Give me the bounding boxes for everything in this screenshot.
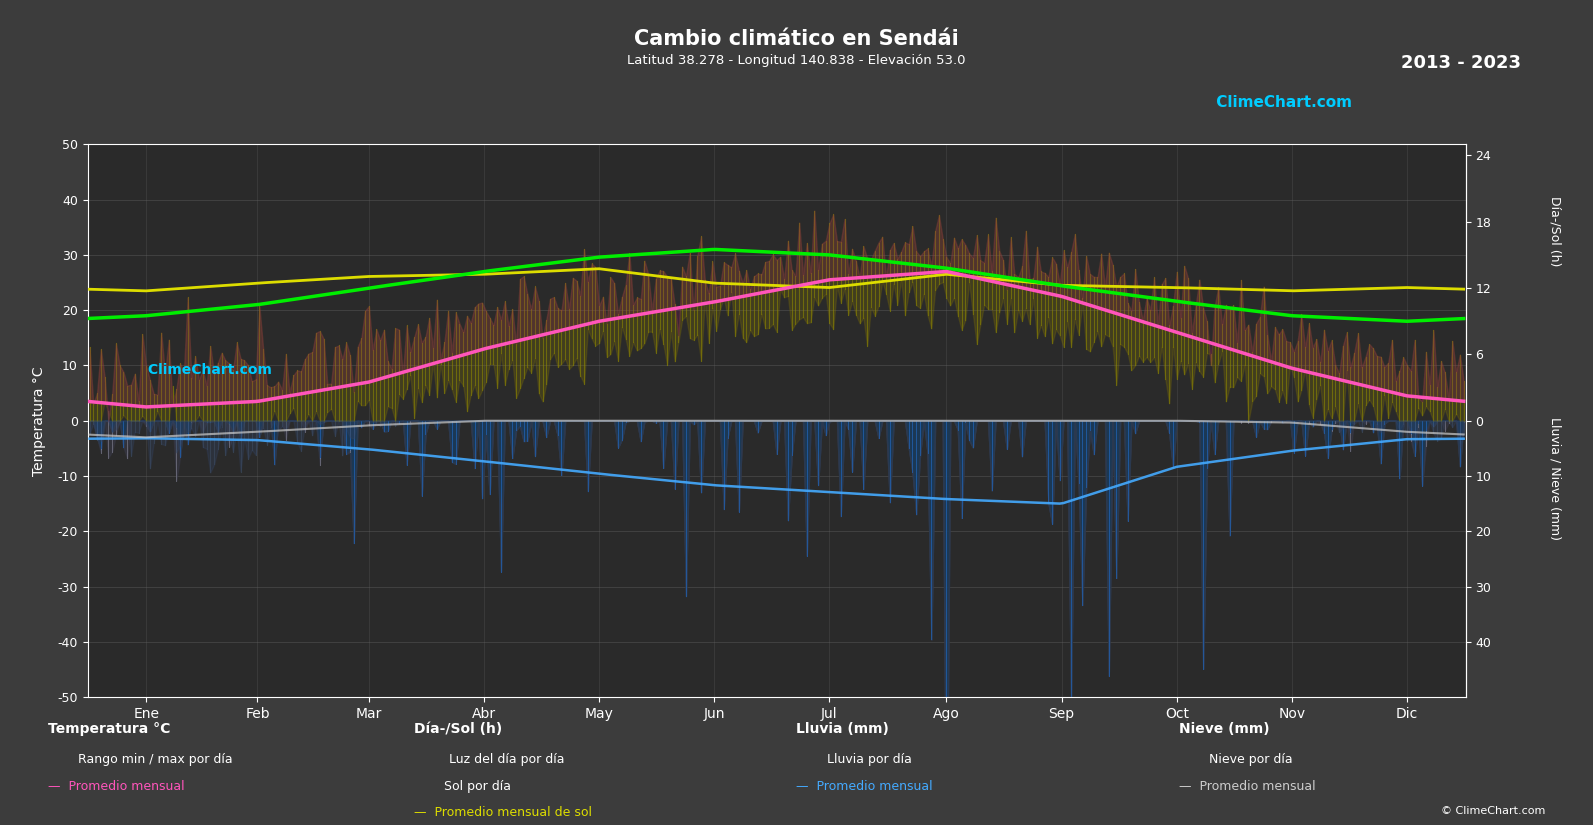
Text: 2013 - 2023: 2013 - 2023	[1402, 54, 1521, 72]
Text: Lluvia / Nieve (mm): Lluvia / Nieve (mm)	[1548, 417, 1561, 540]
Text: Día-/Sol (h): Día-/Sol (h)	[1548, 196, 1561, 266]
Text: Luz del día por día: Luz del día por día	[449, 753, 566, 766]
Text: —  Promedio mensual: — Promedio mensual	[48, 780, 185, 793]
Text: —  Promedio mensual: — Promedio mensual	[1179, 780, 1316, 793]
Text: Latitud 38.278 - Longitud 140.838 - Elevación 53.0: Latitud 38.278 - Longitud 140.838 - Elev…	[628, 54, 965, 67]
Text: Día-/Sol (h): Día-/Sol (h)	[414, 722, 502, 736]
Text: Nieve por día: Nieve por día	[1209, 753, 1292, 766]
Text: Temperatura °C: Temperatura °C	[48, 722, 170, 736]
Text: Lluvia (mm): Lluvia (mm)	[796, 722, 889, 736]
Y-axis label: Temperatura °C: Temperatura °C	[32, 366, 46, 475]
Text: Sol por día: Sol por día	[444, 780, 511, 793]
Text: Lluvia por día: Lluvia por día	[827, 753, 911, 766]
Text: —  Promedio mensual: — Promedio mensual	[796, 780, 933, 793]
Text: © ClimeChart.com: © ClimeChart.com	[1440, 806, 1545, 816]
Text: —  Promedio mensual de sol: — Promedio mensual de sol	[414, 806, 593, 819]
Text: ClimeChart.com: ClimeChart.com	[143, 363, 272, 377]
Text: Nieve (mm): Nieve (mm)	[1179, 722, 1270, 736]
Text: Cambio climático en Sendái: Cambio climático en Sendái	[634, 29, 959, 49]
Text: ClimeChart.com: ClimeChart.com	[1211, 95, 1352, 110]
Text: Rango min / max por día: Rango min / max por día	[78, 753, 233, 766]
